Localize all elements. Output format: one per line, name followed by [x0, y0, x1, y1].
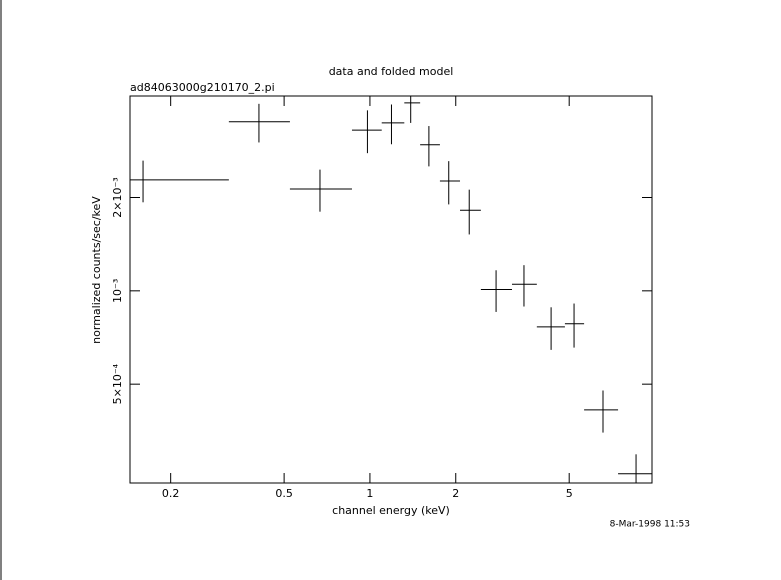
- x-tick-label: 0.5: [275, 487, 293, 500]
- chart-title: data and folded model: [329, 65, 454, 78]
- x-tick-label: 1: [366, 487, 373, 500]
- timestamp: 8-Mar-1998 11:53: [610, 520, 690, 530]
- x-tick-label: 0.2: [162, 487, 180, 500]
- x-axis-label: channel energy (keV): [332, 504, 450, 517]
- x-tick-label: 2: [452, 487, 459, 500]
- x-tick-label: 5: [566, 487, 573, 500]
- y-tick-label: 5×10⁻⁴: [111, 363, 124, 404]
- y-tick-label: 2×10⁻³: [111, 177, 124, 217]
- plot-frame: [129, 95, 653, 484]
- y-axis-label: normalized counts/sec/keV: [90, 196, 103, 344]
- data-layer: [130, 96, 652, 483]
- file-name: ad84063000g210170_2.pi: [130, 81, 275, 94]
- y-tick-label: 10⁻³: [111, 279, 124, 303]
